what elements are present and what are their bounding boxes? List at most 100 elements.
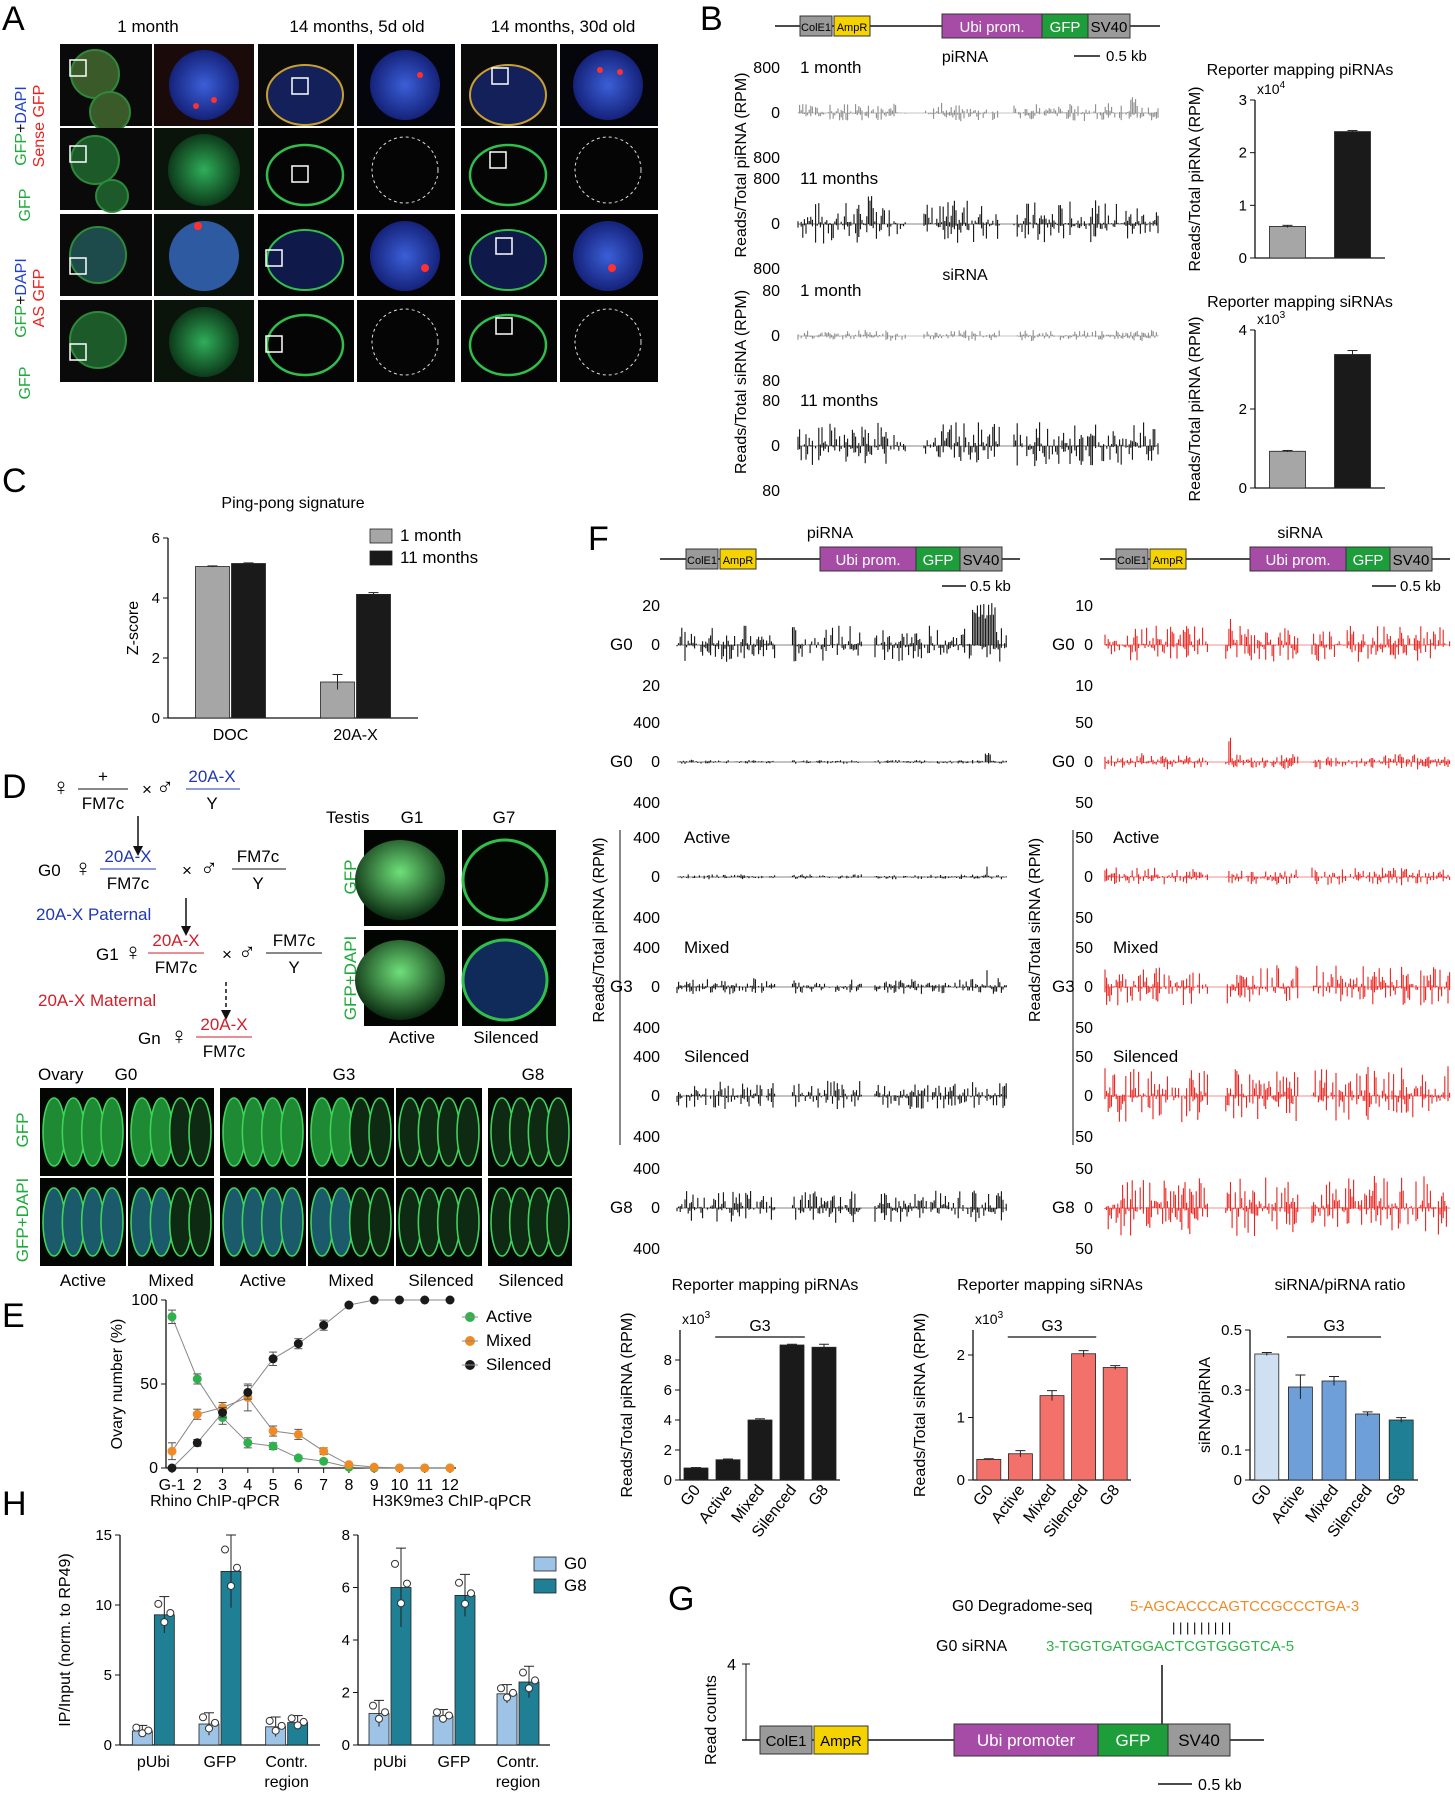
coverage-sense (797, 422, 1159, 446)
data-point (154, 1599, 163, 1608)
male-symbol: ♂ (200, 855, 218, 882)
track-label: 1 month (800, 58, 861, 77)
bar (195, 566, 230, 719)
coverage-sense (797, 97, 1159, 113)
sv40-box (1389, 546, 1433, 572)
data-point (192, 1374, 202, 1384)
y-tick-label: 5 (104, 1667, 112, 1684)
genotype-20ax: 20A-X (152, 931, 199, 950)
coverage-antisense (1104, 645, 1451, 662)
coverage-antisense (676, 1208, 1007, 1223)
track-row-label: G0 (1052, 635, 1075, 654)
legend-swatch (533, 1578, 557, 1594)
zoom-box (69, 59, 87, 77)
group-bracket-label: G3 (1323, 1318, 1344, 1335)
data-point (445, 1463, 455, 1473)
colE1-label: ColE1 (801, 22, 831, 34)
zoom-box (291, 77, 309, 95)
multiplier-exp: 3 (705, 1310, 711, 1321)
data-point (192, 1438, 202, 1448)
f-ylabel-pi: Reads/Total piRNA (RPM) (591, 838, 608, 1023)
data-point (271, 1726, 280, 1735)
track-sublabel: Silenced (684, 1047, 749, 1066)
chart-f-pirna: Reporter mapping piRNAs 0 2 4 6 8 Reads/Total … (619, 1277, 858, 1541)
y-tick-label: 4 (152, 590, 160, 607)
bar (811, 1346, 837, 1481)
coverage-antisense (1104, 1096, 1451, 1123)
data-point (221, 1545, 229, 1554)
signal-dot (417, 72, 423, 78)
x-tick-label: GFP (438, 1754, 471, 1771)
colE1-box (759, 1725, 813, 1755)
cell (95, 179, 129, 213)
ovariole (280, 1097, 304, 1167)
testis-row-gfp: GFP (341, 860, 360, 895)
zoom-box (495, 237, 513, 255)
x-tick-label: 6 (294, 1477, 303, 1494)
track-row-label: G0 (610, 635, 633, 654)
cross-symbol: × (142, 780, 152, 799)
ovary-group-g3: G3 (333, 1065, 356, 1084)
scale-label: 0.5 kb (1400, 578, 1441, 595)
coverage-sense (797, 330, 1159, 336)
data-point (319, 1320, 329, 1330)
track-row-label: G8 (1052, 1198, 1075, 1217)
image-tile (560, 300, 658, 382)
ampR-label: AmpR (1153, 555, 1184, 567)
gn-label: Gn (138, 1029, 161, 1048)
ubi-label: Ubi promoter (977, 1731, 1076, 1750)
image-tile (258, 300, 354, 382)
data-point (391, 1559, 399, 1568)
ovariole (456, 1187, 480, 1257)
coverage-antisense (678, 877, 1007, 880)
data-point (375, 1714, 383, 1723)
track-tick-zero: 0 (651, 869, 660, 886)
bar (1039, 1395, 1065, 1481)
y-tick-label: 8 (342, 1527, 350, 1544)
track-tick-top: 400 (633, 1161, 660, 1178)
nucleus (169, 307, 239, 377)
data-point (531, 1676, 539, 1685)
data-point (455, 1578, 463, 1587)
data-point (420, 1463, 430, 1473)
cell (468, 313, 548, 377)
cell (469, 229, 547, 291)
data-point (265, 1716, 274, 1725)
x-tick-label: G-1 (159, 1477, 186, 1494)
track-sublabel: Silenced (1113, 1047, 1178, 1066)
chart-h-rhino: Rhino ChIP-qPCR 0 5 10 15 IP/Input (norm. to … (57, 1493, 320, 1791)
image-tile (560, 128, 658, 210)
gfp-box (915, 546, 961, 572)
bar (153, 1614, 175, 1746)
track-tick-zero: 0 (1084, 1088, 1093, 1105)
coverage-antisense (797, 113, 1159, 122)
coverage-sense (679, 866, 1007, 877)
f-coverage-tracks: 20 0 20 10 0 10 400 0 400 50 0 50 400 0 400 50 0 50 Active… (610, 598, 1451, 1258)
x-tick-label: G0 (678, 1482, 705, 1509)
ovary-state-label: Silenced (498, 1271, 563, 1290)
y-tick-label: 2 (152, 650, 160, 667)
bar (747, 1419, 773, 1481)
y-tick-label: 4 (664, 1412, 672, 1429)
colE1-box (685, 548, 719, 570)
y-tick-label: 6 (342, 1580, 350, 1597)
x-tick-label: 8 (344, 1477, 353, 1494)
track-row-label: G0 (1052, 752, 1075, 771)
ubi-label: Ubi prom. (959, 19, 1024, 36)
data-point (344, 1460, 354, 1470)
bar (1334, 131, 1371, 259)
track-tick-top: 80 (762, 283, 780, 300)
y-tick-label: 50 (140, 1376, 158, 1393)
f-ylabel-si: Reads/Total siRNA (RPM) (1027, 838, 1044, 1022)
data-point (205, 1724, 213, 1733)
ovary-state-label: Active (60, 1271, 106, 1290)
testis-state-silenced: Silenced (473, 1028, 538, 1047)
ovary-state-label: Mixed (148, 1271, 193, 1290)
chart-title: Reporter mapping piRNAs (672, 1277, 859, 1294)
x-tick-label: 3 (218, 1477, 227, 1494)
x-tick-label: 20A-X (333, 727, 378, 744)
bar (976, 1458, 1002, 1481)
bar (1355, 1413, 1380, 1481)
track-tick-top: 50 (1075, 715, 1093, 732)
